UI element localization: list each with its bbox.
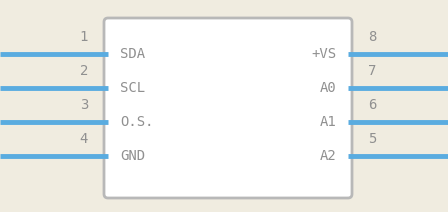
Text: 2: 2 [80,64,88,78]
Text: O.S.: O.S. [120,115,154,129]
Text: 4: 4 [80,132,88,146]
Text: 3: 3 [80,98,88,112]
Text: 5: 5 [368,132,376,146]
Text: SDA: SDA [120,47,145,61]
FancyBboxPatch shape [104,18,352,198]
Text: 1: 1 [80,30,88,44]
Text: 8: 8 [368,30,376,44]
Text: GND: GND [120,149,145,163]
Text: +VS: +VS [311,47,336,61]
Text: A0: A0 [319,81,336,95]
Text: SCL: SCL [120,81,145,95]
Text: A2: A2 [319,149,336,163]
Text: 7: 7 [368,64,376,78]
Text: A1: A1 [319,115,336,129]
Text: 6: 6 [368,98,376,112]
